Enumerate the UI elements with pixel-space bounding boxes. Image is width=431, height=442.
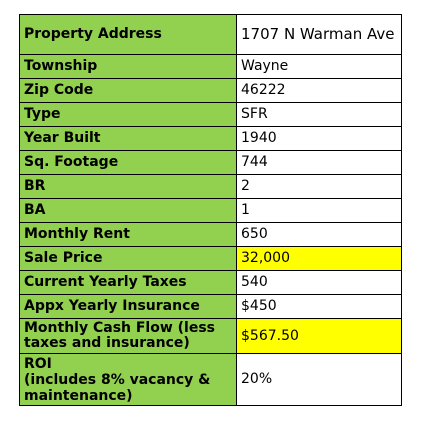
sq-footage-label: Sq. Footage [19, 150, 237, 175]
monthly-cash-flow-value: $567.50 [236, 318, 402, 354]
row-ba: BA 1 [19, 198, 402, 223]
type-value: SFR [236, 102, 402, 127]
property-address-value: 1707 N Warman Ave [236, 14, 402, 55]
monthly-rent-label: Monthly Rent [19, 222, 237, 247]
year-built-value: 1940 [236, 126, 402, 151]
zip-code-value: 46222 [236, 78, 402, 103]
br-value: 2 [236, 174, 402, 199]
row-type: Type SFR [19, 102, 402, 127]
current-yearly-taxes-value: 540 [236, 270, 402, 295]
row-br: BR 2 [19, 174, 402, 199]
type-label: Type [19, 102, 237, 127]
appx-yearly-insurance-label: Appx Yearly Insurance [19, 294, 237, 319]
sale-price-label: Sale Price [19, 246, 237, 271]
monthly-cash-flow-label-line1: Monthly Cash Flow (less [24, 320, 216, 336]
row-sq-footage: Sq. Footage 744 [19, 150, 402, 175]
row-township: Township Wayne [19, 54, 402, 79]
sale-price-value: 32,000 [236, 246, 402, 271]
row-property-address: Property Address 1707 N Warman Ave [19, 14, 402, 55]
property-address-label: Property Address [19, 14, 237, 55]
monthly-rent-value: 650 [236, 222, 402, 247]
roi-label-line2: (includes 8% vacancy & [24, 371, 211, 388]
year-built-label: Year Built [19, 126, 237, 151]
row-monthly-rent: Monthly Rent 650 [19, 222, 402, 247]
row-year-built: Year Built 1940 [19, 126, 402, 151]
row-roi: ROI (includes 8% vacancy & maintenance) … [19, 353, 402, 406]
ba-label: BA [19, 198, 237, 223]
ba-value: 1 [236, 198, 402, 223]
row-sale-price: Sale Price 32,000 [19, 246, 402, 271]
roi-label: ROI (includes 8% vacancy & maintenance) [19, 353, 237, 406]
roi-value: 20% [236, 353, 402, 406]
row-zip-code: Zip Code 46222 [19, 78, 402, 103]
monthly-cash-flow-label: Monthly Cash Flow (less taxes and insura… [19, 318, 237, 354]
roi-label-line3: maintenance) [24, 387, 133, 404]
monthly-cash-flow-label-line2: taxes and insurance) [24, 335, 190, 351]
appx-yearly-insurance-value: $450 [236, 294, 402, 319]
current-yearly-taxes-label: Current Yearly Taxes [19, 270, 237, 295]
zip-code-label: Zip Code [19, 78, 237, 103]
property-details-table: Property Address 1707 N Warman Ave Towns… [19, 14, 402, 406]
sq-footage-value: 744 [236, 150, 402, 175]
br-label: BR [19, 174, 237, 199]
row-current-yearly-taxes: Current Yearly Taxes 540 [19, 270, 402, 295]
row-monthly-cash-flow: Monthly Cash Flow (less taxes and insura… [19, 318, 402, 354]
row-appx-yearly-insurance: Appx Yearly Insurance $450 [19, 294, 402, 319]
roi-label-line1: ROI [24, 355, 52, 372]
township-label: Township [19, 54, 237, 79]
township-value: Wayne [236, 54, 402, 79]
